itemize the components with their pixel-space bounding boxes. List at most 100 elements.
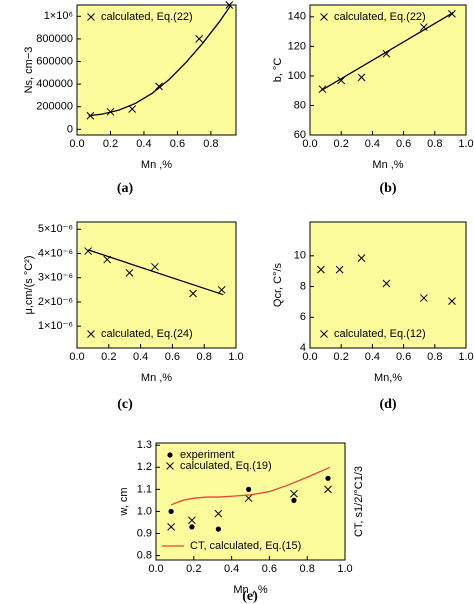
marker-stroke <box>87 13 95 21</box>
marker-stroke <box>167 523 175 531</box>
legend-label: CT, calculated, Eq.(15) <box>190 540 301 552</box>
x-tick-label: 0.0 <box>148 563 163 575</box>
marker <box>84 247 92 255</box>
x-tick-label: 0.6 <box>396 351 411 363</box>
marker <box>420 294 428 302</box>
panel-caption: (e) <box>242 589 258 604</box>
y-tick-label: 1.1 <box>137 483 152 495</box>
y-tick-label: 1×10⁶ <box>44 10 73 22</box>
y-tick-label: 8 <box>300 280 306 292</box>
y-tick-label: 800000 <box>36 33 73 45</box>
y-tick-label: 1×10⁻⁶ <box>38 320 73 332</box>
y-tick-label: 400000 <box>36 78 73 90</box>
marker <box>225 1 234 9</box>
marker <box>290 489 298 498</box>
y-tick-label: 10 <box>294 250 306 262</box>
panel-caption: (c) <box>117 397 133 412</box>
x-tick-label: 1.0 <box>458 138 473 150</box>
y-tick-label: 200000 <box>36 101 73 113</box>
marker-stroke <box>420 294 428 302</box>
marker-stroke <box>128 105 137 113</box>
marker <box>244 494 253 503</box>
legend-label: calculated, Eq.(22) <box>101 11 193 23</box>
x-axis-label: Mn ,% <box>372 159 403 171</box>
x-tick-label: 0.2 <box>334 351 349 363</box>
marker-stroke <box>320 330 328 338</box>
marker <box>167 523 175 531</box>
marker-stroke <box>84 247 92 255</box>
y-axis-label: Qcr, C°/s <box>272 262 284 307</box>
x-tick-label: 0.6 <box>396 138 411 150</box>
plot-area <box>76 4 237 136</box>
x-axis-label: Mn ,% <box>141 372 172 384</box>
legend-label: calculated, Eq.(22) <box>334 11 426 23</box>
line <box>320 11 454 92</box>
marker-stroke <box>244 494 253 503</box>
x-tick-label: 0.0 <box>69 351 84 363</box>
marker-stroke <box>357 73 366 82</box>
x-tick-label: 0.6 <box>262 563 277 575</box>
x-axis-label: Mn ,% <box>141 159 172 171</box>
marker-stroke <box>217 285 226 294</box>
marker <box>448 297 456 305</box>
marker <box>151 262 159 271</box>
y-tick-label: 60 <box>294 129 306 141</box>
y-tick-label: 6 <box>300 311 306 323</box>
x-tick-label: 0.4 <box>224 563 239 575</box>
marker <box>217 285 226 294</box>
marker-stroke <box>195 35 204 43</box>
y-tick-label: 140 <box>288 11 306 23</box>
panel-caption: (a) <box>117 181 134 196</box>
marker-stroke <box>151 262 159 271</box>
y-tick-label: 80 <box>294 99 306 111</box>
y-tick-label: 120 <box>288 40 306 52</box>
marker <box>189 289 197 298</box>
x-tick-label: 0.4 <box>365 138 380 150</box>
marker <box>195 35 204 43</box>
y-tick-label: 0.9 <box>137 527 152 539</box>
y-tick-label: 1.3 <box>137 439 152 451</box>
marker <box>125 269 134 277</box>
plot-area <box>309 4 467 136</box>
x-tick-label: 0.2 <box>186 563 201 575</box>
y-tick-label: 0.8 <box>137 549 152 561</box>
marker <box>291 497 297 503</box>
legend-marker <box>87 330 95 338</box>
marker-stroke <box>166 462 174 470</box>
marker <box>168 508 174 515</box>
plot-area <box>76 221 237 349</box>
y-axis-label: μ,cm/(s °C²) <box>23 255 35 314</box>
legend-marker <box>166 462 174 470</box>
y-tick-label: 4×10⁻⁶ <box>38 247 73 259</box>
marker <box>188 516 196 525</box>
x-tick-label: 0.8 <box>427 351 442 363</box>
x-tick-label: 0.4 <box>133 351 148 363</box>
x-tick-label: 0.2 <box>103 138 118 150</box>
y-tick-label: 5×10⁻⁶ <box>38 223 73 235</box>
marker-stroke <box>357 254 366 262</box>
y-tick-label: 4 <box>300 342 306 354</box>
x-tick-label: 0.8 <box>300 563 315 575</box>
marker-stroke <box>189 289 197 298</box>
legend-label: calculated, Eq.(24) <box>101 328 193 340</box>
x-tick-label: 0.2 <box>334 138 349 150</box>
x-tick-label: 0.8 <box>427 138 442 150</box>
plot-area <box>155 442 346 561</box>
line <box>87 249 224 296</box>
marker-stroke <box>155 82 163 91</box>
marker <box>382 279 391 288</box>
marker <box>155 82 163 91</box>
y2-axis-label: CT, s1/2/°C1/3 <box>353 466 365 537</box>
x-tick-label: 1.0 <box>228 351 243 363</box>
marker-stroke <box>225 1 234 9</box>
line <box>170 466 331 506</box>
marker-stroke <box>125 269 134 277</box>
marker <box>317 265 325 274</box>
y-tick-label: 1.2 <box>137 461 152 473</box>
x-tick-label: 0.0 <box>69 138 84 150</box>
marker-stroke <box>87 330 95 338</box>
x-axis-label: Mn , % <box>233 584 267 596</box>
marker-stroke <box>382 49 391 58</box>
legend-label: calculated, Eq.(19) <box>180 460 272 472</box>
